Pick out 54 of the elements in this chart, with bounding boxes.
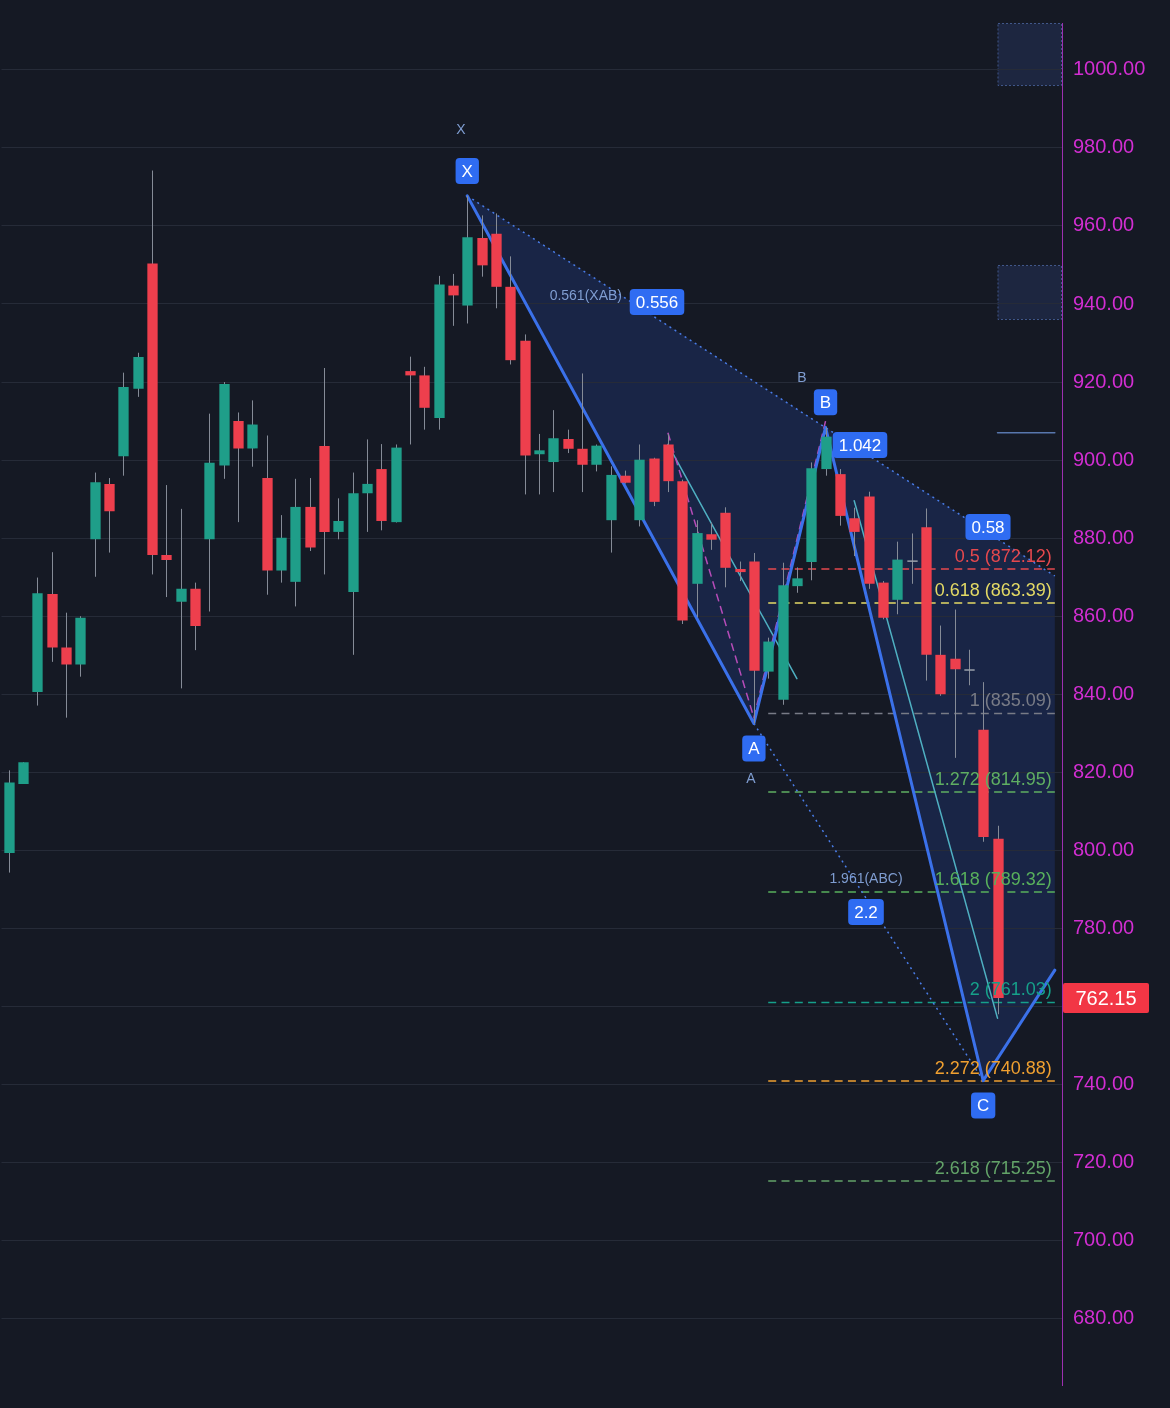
y-tick-label: 740.00 bbox=[1073, 1072, 1135, 1095]
y-tick-label: 920.00 bbox=[1073, 369, 1135, 392]
candlestick bbox=[362, 438, 373, 533]
candlestick bbox=[161, 484, 172, 598]
annotation: 0.561(XAB) bbox=[549, 286, 622, 303]
candlestick bbox=[577, 372, 588, 493]
candlestick bbox=[405, 356, 416, 445]
candlestick bbox=[61, 612, 72, 719]
y-tick-label: 680.00 bbox=[1073, 1306, 1135, 1329]
y-tick-label: 960.00 bbox=[1073, 213, 1135, 236]
series-label: 0.618 (863.39) bbox=[934, 579, 1052, 600]
candlestick bbox=[333, 497, 344, 540]
series-label: 0.5 (872.12) bbox=[954, 545, 1052, 566]
data-label: X bbox=[461, 161, 473, 181]
series-label: 2.618 (715.25) bbox=[934, 1158, 1052, 1179]
y-tick-label: 780.00 bbox=[1073, 915, 1135, 938]
annotation: B bbox=[797, 368, 807, 385]
y-tick-label: 800.00 bbox=[1073, 837, 1135, 860]
y-tick-label: 980.00 bbox=[1073, 135, 1135, 158]
data-label: A bbox=[748, 739, 761, 759]
candlestick bbox=[950, 609, 961, 759]
y-tick-label: 820.00 bbox=[1073, 759, 1135, 782]
candlestick bbox=[534, 433, 545, 495]
y-tick-label: 720.00 bbox=[1073, 1150, 1135, 1173]
candlestick bbox=[907, 532, 918, 585]
candlestick bbox=[792, 566, 803, 594]
annotation: 1.961(ABC) bbox=[829, 869, 903, 886]
candlestick bbox=[563, 429, 574, 454]
candlestick bbox=[849, 507, 860, 557]
candlestick bbox=[247, 399, 258, 468]
candlestick bbox=[735, 561, 746, 582]
data-label: C bbox=[977, 1096, 990, 1116]
text: 762.15 bbox=[1075, 986, 1137, 1009]
candlestick bbox=[176, 508, 187, 689]
data-label: B bbox=[819, 392, 832, 412]
candlestick bbox=[591, 443, 602, 472]
candlestick bbox=[548, 409, 559, 493]
y-tick-label: 840.00 bbox=[1073, 681, 1135, 704]
candlestick bbox=[706, 522, 717, 551]
series-label: 1 (835.09) bbox=[969, 690, 1052, 711]
y-tick-label: 1000.00 bbox=[1073, 57, 1146, 80]
annotation: A bbox=[746, 769, 757, 786]
annotation: 2.2 bbox=[854, 902, 878, 922]
y-tick-label: 860.00 bbox=[1073, 603, 1135, 626]
y-tick-label: 940.00 bbox=[1073, 291, 1135, 314]
annotation: 0.58 bbox=[971, 517, 1005, 537]
y-tick-label: 900.00 bbox=[1073, 447, 1135, 470]
candlestick bbox=[448, 273, 459, 327]
y-tick-label: 880.00 bbox=[1073, 525, 1135, 548]
candlestick bbox=[964, 649, 975, 686]
annotation: 1.042 bbox=[838, 435, 882, 455]
annotation: X bbox=[456, 120, 467, 137]
y-tick-label: 700.00 bbox=[1073, 1228, 1135, 1251]
annotation: 0.556 bbox=[635, 292, 679, 312]
